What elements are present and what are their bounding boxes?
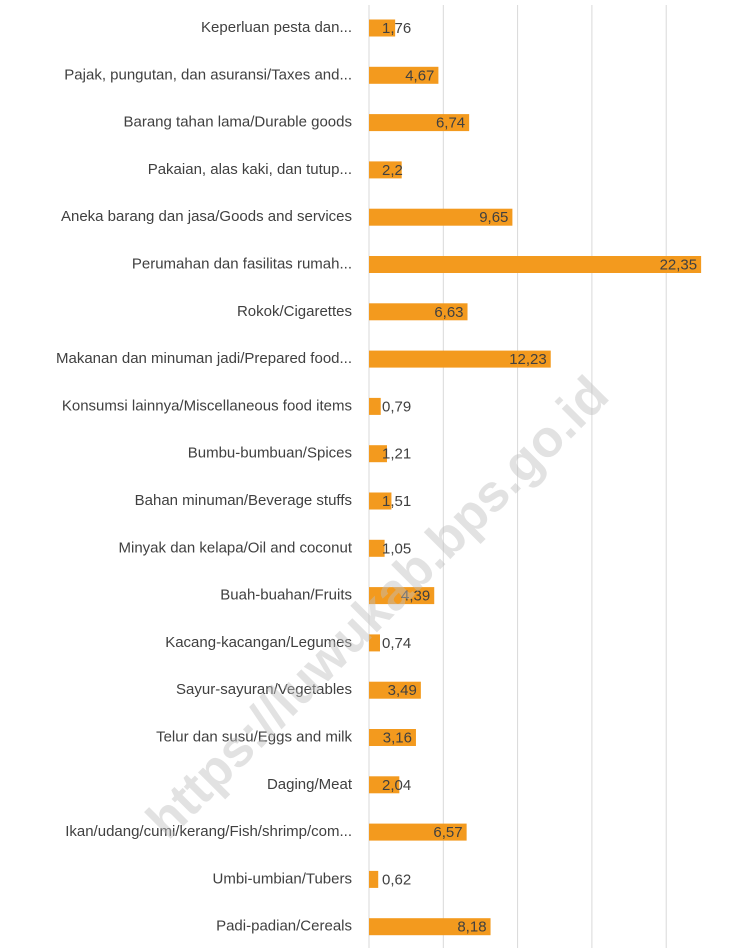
bar — [369, 870, 379, 888]
value-label: 22,35 — [660, 256, 698, 273]
y-tick-label: Bahan minuman/Beverage stuffs — [135, 492, 352, 509]
bar — [369, 397, 381, 415]
value-label: 1,76 — [382, 20, 411, 37]
bar — [369, 823, 467, 841]
value-label: 8,18 — [457, 919, 486, 936]
y-tick-label: Padi-padian/Cereals — [216, 918, 352, 935]
y-tick-label: Telur dan susu/Eggs and milk — [156, 728, 352, 745]
bar — [369, 303, 468, 321]
bar — [369, 350, 551, 368]
y-tick-label: Buah-buahan/Fruits — [220, 587, 352, 604]
y-tick-label: Makanan dan minuman jadi/Prepared food..… — [56, 350, 352, 367]
value-label: 1,05 — [382, 540, 411, 557]
y-tick-label: Pakaian, alas kaki, dan tutup... — [148, 161, 352, 178]
value-label: 1,51 — [382, 493, 411, 510]
y-tick-label: Minyak dan kelapa/Oil and coconut — [119, 539, 353, 556]
value-label: 6,63 — [434, 304, 463, 321]
value-label: 3,49 — [388, 682, 417, 699]
y-tick-label: Bumbu-bumbuan/Spices — [188, 445, 352, 462]
y-tick-label: Barang tahan lama/Durable goods — [124, 114, 353, 131]
y-tick-label: Keperluan pesta dan... — [201, 19, 352, 36]
bar — [369, 445, 387, 463]
y-tick-label: Rokok/Cigarettes — [237, 303, 352, 320]
bar — [369, 776, 400, 794]
y-tick-label: Daging/Meat — [267, 776, 353, 793]
bar — [369, 66, 439, 84]
y-tick-label: Konsumsi lainnya/Miscellaneous food item… — [62, 397, 352, 414]
value-label: 2,04 — [382, 777, 411, 794]
value-label: 12,23 — [509, 351, 547, 368]
y-tick-label: Kacang-kacangan/Legumes — [165, 634, 352, 651]
y-tick-label: Sayur-sayuran/Vegetables — [176, 681, 352, 698]
value-label: 0,74 — [382, 635, 411, 652]
bar — [369, 256, 702, 273]
bar — [369, 539, 385, 557]
bar — [369, 681, 421, 699]
bar — [369, 114, 470, 132]
bar — [369, 161, 402, 179]
value-label: 6,74 — [436, 115, 465, 132]
value-label: 0,62 — [382, 871, 411, 888]
value-label: 4,39 — [401, 588, 430, 605]
value-label: 6,57 — [433, 824, 462, 841]
value-label: 4,67 — [405, 67, 434, 84]
y-tick-label: Aneka barang dan jasa/Goods and services — [61, 208, 352, 225]
bar — [369, 634, 380, 652]
value-label: 3,16 — [383, 729, 412, 746]
y-tick-label: Ikan/udang/cumi/kerang/Fish/shrimp/com..… — [65, 823, 352, 840]
bar — [369, 587, 435, 605]
y-tick-label: Umbi-umbian/Tubers — [213, 870, 353, 887]
bar — [369, 918, 491, 936]
y-tick-label: Perumahan dan fasilitas rumah... — [132, 255, 352, 272]
bar — [369, 19, 396, 37]
bar — [369, 492, 392, 510]
value-label: 9,65 — [479, 209, 508, 226]
value-label: 1,21 — [382, 446, 411, 463]
bar — [369, 208, 513, 226]
bar — [369, 729, 416, 746]
value-label: 2,2 — [382, 162, 403, 179]
value-label: 0,79 — [382, 398, 411, 415]
y-tick-label: Pajak, pungutan, dan asuransi/Taxes and.… — [64, 66, 352, 83]
